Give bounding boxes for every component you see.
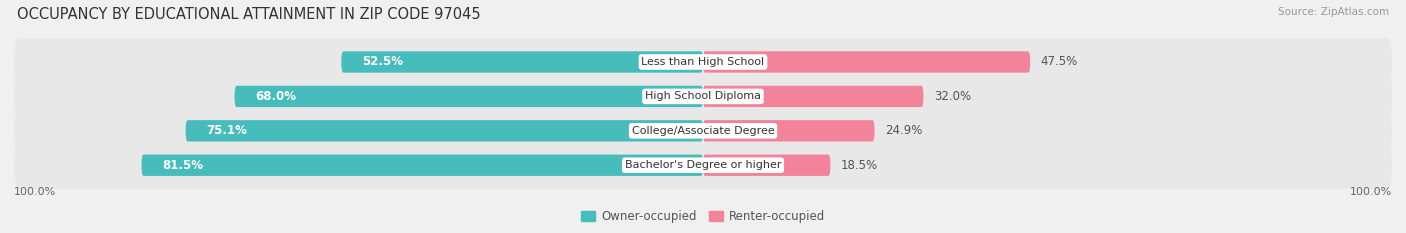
Text: College/Associate Degree: College/Associate Degree: [631, 126, 775, 136]
Text: Source: ZipAtlas.com: Source: ZipAtlas.com: [1278, 7, 1389, 17]
FancyBboxPatch shape: [703, 86, 924, 107]
Text: 18.5%: 18.5%: [841, 159, 877, 172]
Text: 32.0%: 32.0%: [934, 90, 972, 103]
FancyBboxPatch shape: [703, 154, 831, 176]
Text: 75.1%: 75.1%: [207, 124, 247, 137]
FancyBboxPatch shape: [703, 51, 1031, 73]
Text: 47.5%: 47.5%: [1040, 55, 1078, 69]
FancyBboxPatch shape: [703, 120, 875, 141]
FancyBboxPatch shape: [342, 51, 703, 73]
FancyBboxPatch shape: [142, 154, 703, 176]
Legend: Owner-occupied, Renter-occupied: Owner-occupied, Renter-occupied: [581, 210, 825, 223]
Text: 81.5%: 81.5%: [162, 159, 204, 172]
FancyBboxPatch shape: [235, 86, 703, 107]
Text: OCCUPANCY BY EDUCATIONAL ATTAINMENT IN ZIP CODE 97045: OCCUPANCY BY EDUCATIONAL ATTAINMENT IN Z…: [17, 7, 481, 22]
Text: Bachelor's Degree or higher: Bachelor's Degree or higher: [624, 160, 782, 170]
Text: 24.9%: 24.9%: [884, 124, 922, 137]
FancyBboxPatch shape: [14, 107, 1392, 154]
Text: 52.5%: 52.5%: [361, 55, 404, 69]
Text: High School Diploma: High School Diploma: [645, 91, 761, 101]
FancyBboxPatch shape: [14, 38, 1392, 86]
FancyBboxPatch shape: [14, 73, 1392, 120]
FancyBboxPatch shape: [186, 120, 703, 141]
FancyBboxPatch shape: [14, 141, 1392, 189]
Text: 100.0%: 100.0%: [14, 187, 56, 197]
Text: 68.0%: 68.0%: [254, 90, 297, 103]
Text: Less than High School: Less than High School: [641, 57, 765, 67]
Text: 100.0%: 100.0%: [1350, 187, 1392, 197]
